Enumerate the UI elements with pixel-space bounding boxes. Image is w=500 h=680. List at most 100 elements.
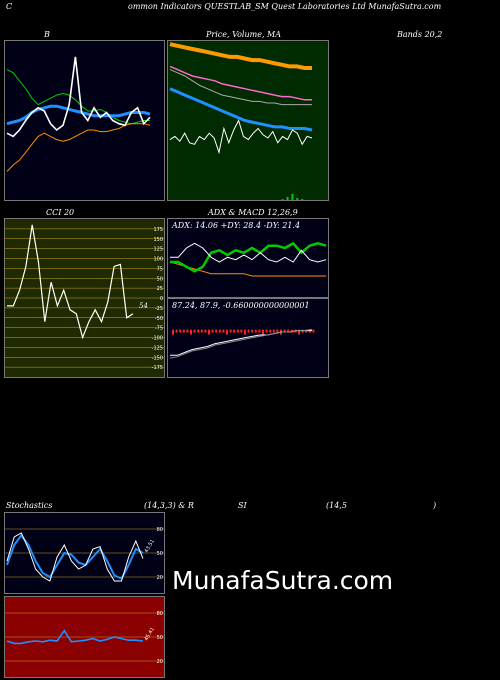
volume-bar <box>301 199 304 200</box>
rsi-last-value: 45.41 <box>144 627 156 642</box>
macd-histogram-bar <box>200 329 203 333</box>
macd-histogram-bar <box>272 329 275 333</box>
cci-tick-label: 150 <box>153 237 163 243</box>
price-line <box>169 119 313 155</box>
macd-histogram-bar <box>218 329 221 333</box>
cci-tick-label: -150 <box>152 355 163 361</box>
cci-tick-label: 25 <box>157 286 163 292</box>
macd-histogram-bar <box>222 329 225 333</box>
macd-chart <box>169 328 315 359</box>
macd-histogram-bar <box>229 329 232 333</box>
ma-fast-line <box>169 87 313 132</box>
price-ma-label: Price, Volume, MA <box>206 30 282 39</box>
rsi-label: SI <box>238 501 247 510</box>
bollinger-label: B <box>44 30 50 39</box>
macd-histogram-bar <box>233 329 236 333</box>
price-ma-panel <box>167 40 329 201</box>
cci-panel: 175 150 125 100 75 50 25 0 -25 -50 -75 -100 -125 -150… <box>4 218 165 378</box>
watermark: MunafaSutra.com <box>172 566 394 595</box>
rsi-tick-label: 50 <box>157 635 163 641</box>
rsi-chart: 80 50 20 45.41 <box>5 611 164 665</box>
stoch-d-line <box>6 533 144 580</box>
macd-histogram-bar <box>179 329 182 333</box>
macd-histogram-bar <box>186 329 189 333</box>
rsi-tick-label: 20 <box>157 659 163 665</box>
cci-tick-label: -100 <box>152 336 163 342</box>
macd-histogram-bar <box>305 329 308 333</box>
cci-tick-label: 50 <box>157 276 163 282</box>
volume-bar <box>296 198 299 200</box>
cci-tick-label: -25 <box>155 306 163 312</box>
bollinger-price-line <box>6 56 151 138</box>
macd-histogram-bar <box>262 329 264 335</box>
macd-histogram-bar <box>276 329 279 333</box>
ma-short-line <box>169 69 312 106</box>
macd-signal-line <box>169 328 313 359</box>
macd-histogram-bar <box>247 329 250 333</box>
adx-chart <box>169 241 327 277</box>
cci-chart: 175 150 125 100 75 50 25 0 -25 -50 -75 -100 -125 -150… <box>5 224 164 371</box>
bollinger-lower-band-line <box>6 123 151 172</box>
macd-histogram-bar <box>211 329 214 333</box>
rsi-params-label: (14,5 <box>326 501 347 510</box>
volume-bar <box>291 194 294 200</box>
stoch-tick-label: 20 <box>157 575 163 581</box>
macd-histogram-bar <box>251 329 254 333</box>
cci-tick-label: -125 <box>152 345 163 351</box>
page-title: ommon Indicators QUESTLAB_SM Quest Labor… <box>128 2 442 11</box>
cci-tick-label: 125 <box>153 247 163 253</box>
cci-tick-label: 175 <box>153 227 163 233</box>
ma-medium-line <box>169 65 312 101</box>
cci-last-value: 54 <box>139 302 148 310</box>
stochastics-chart: 80 50 20 43.51 <box>5 527 164 582</box>
cci-line <box>7 224 134 340</box>
adx-line <box>169 261 326 277</box>
stoch-tick-label: 80 <box>157 527 163 533</box>
cci-tick-label: -50 <box>155 316 163 322</box>
stochastics-panel: 80 50 20 43.51 <box>4 512 165 594</box>
stoch-k-line <box>6 532 144 582</box>
plus-di-line <box>170 241 327 273</box>
macd-histogram-bar <box>197 329 200 333</box>
rsi-tick-label: 80 <box>157 611 163 617</box>
cci-tick-label: -175 <box>152 365 163 371</box>
macd-histogram-bar <box>190 329 192 335</box>
stoch-last-value: 43.51 <box>144 539 156 554</box>
cci-tick-label: 75 <box>157 266 163 272</box>
macd-histogram-bar <box>287 329 290 333</box>
macd-histogram-bar <box>172 329 174 335</box>
rsi-panel: 80 50 20 45.41 <box>4 596 165 678</box>
macd-histogram-bar <box>208 329 210 335</box>
cci-tick-label: 0 <box>160 296 163 302</box>
rsi-close-label: ) <box>433 501 437 510</box>
adx-values: ADX: 14.06 +DY: 28.4 -DY: 21.4 <box>172 221 301 230</box>
stoch-params-label: (14,3,3) & R <box>144 501 194 510</box>
cci-tick-label: -75 <box>155 326 163 332</box>
macd-histogram-bar <box>204 329 207 333</box>
macd-histogram-bar <box>298 329 300 335</box>
macd-histogram-bar <box>308 329 311 333</box>
macd-histogram-bar <box>258 329 261 333</box>
macd-histogram-bar <box>254 329 257 333</box>
macd-histogram-bar <box>244 329 246 335</box>
rsi-line <box>6 629 144 645</box>
price-ma-chart <box>169 42 313 200</box>
macd-histogram-bar <box>215 329 218 333</box>
bollinger-panel <box>4 40 165 201</box>
bands-label: Bands 20,2 <box>397 30 443 39</box>
macd-histogram-bar <box>226 329 228 335</box>
bollinger-middle-band-line <box>6 104 151 126</box>
macd-histogram-bar <box>265 329 268 333</box>
header-left-letter: C <box>6 2 13 11</box>
macd-histogram-bar <box>283 329 286 333</box>
adx-macd-label: ADX & MACD 12,26,9 <box>208 208 298 217</box>
cci-tick-label: 100 <box>153 257 163 263</box>
stoch-tick-label: 50 <box>157 551 163 557</box>
macd-histogram-bar <box>269 329 272 333</box>
ma-long-line <box>169 42 312 70</box>
cci-label: CCI 20 <box>46 208 75 217</box>
macd-histogram-bar <box>301 329 304 333</box>
macd-histogram-bar <box>175 329 178 333</box>
macd-values: 87.24, 87.9, -0.660000000000001 <box>172 301 310 310</box>
minus-di-line <box>170 242 327 263</box>
